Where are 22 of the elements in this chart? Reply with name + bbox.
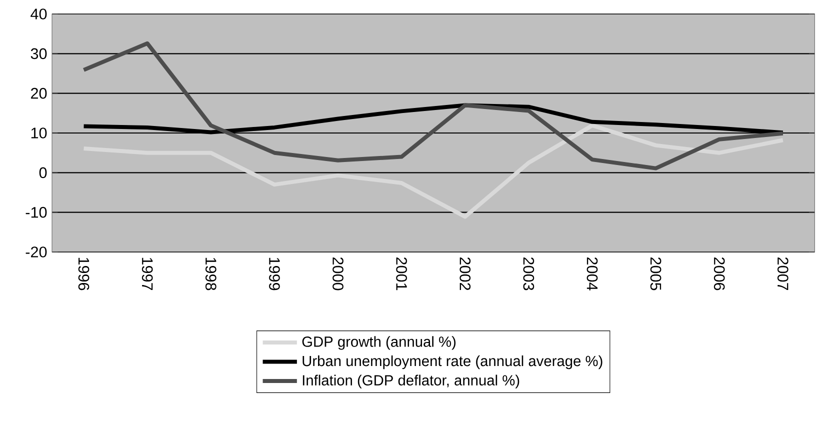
x-tick-label: 2002 [460,257,471,290]
y-tick-label: 40 [30,8,47,20]
legend-label: GDP growth (annual %) [302,336,456,350]
y-tick-label: 30 [30,48,47,60]
x-tick-label: 2001 [396,257,407,290]
x-tick-label: 2005 [650,257,662,290]
legend-label: Inflation (GDP deflator, annual %) [302,374,520,388]
y-tick-label: 0 [39,167,47,178]
y-tick-label: -20 [26,246,47,258]
x-tick-label: 1996 [78,258,90,290]
x-tick-label: 2007 [777,257,788,290]
legend-label: Urban unemployment rate (annual average %) [302,355,602,370]
x-tick-label: 1998 [205,258,216,290]
y-tick-label: -10 [26,206,47,218]
x-tick-label: 2004 [586,257,598,290]
x-tick-label: 2003 [523,257,534,290]
x-tick-label: 1999 [269,258,280,290]
y-tick-label: 20 [31,88,47,99]
x-tick-label: 2006 [714,257,725,290]
x-tick-label: 1997 [142,258,153,290]
y-tick-label: 10 [31,128,47,138]
x-tick-label: 2000 [332,257,344,290]
